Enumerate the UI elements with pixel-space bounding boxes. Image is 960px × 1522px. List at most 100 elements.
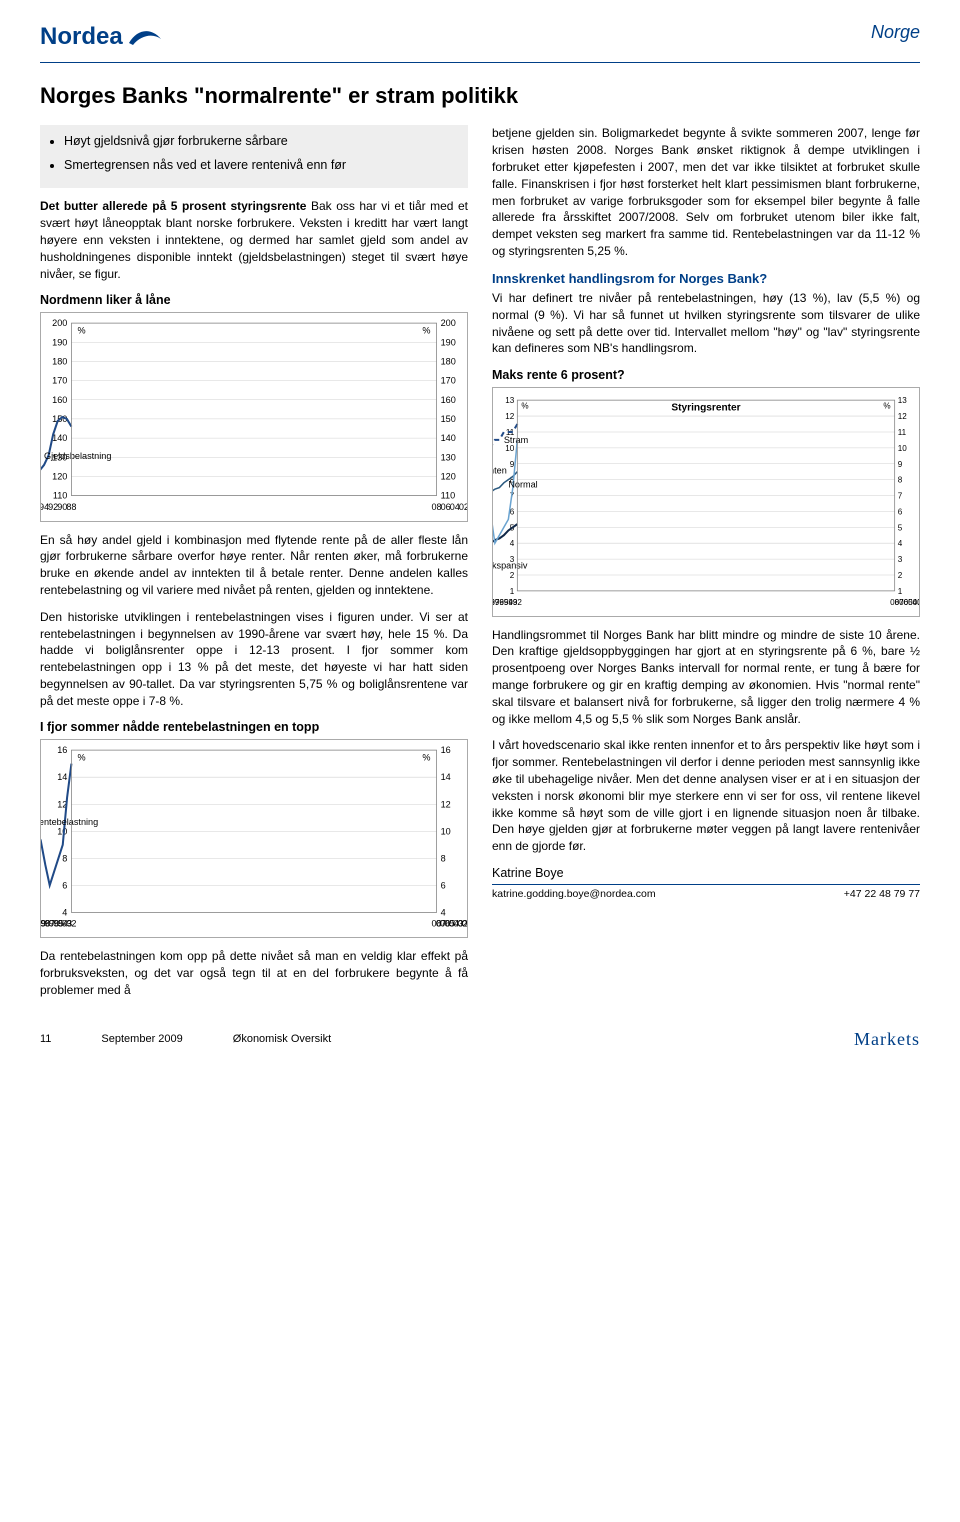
svg-text:%: % <box>422 752 430 762</box>
svg-text:Normal: Normal <box>508 479 537 489</box>
svg-text:12: 12 <box>441 799 451 809</box>
chart2-title: I fjor sommer nådde rentebelastningen en… <box>40 719 468 737</box>
svg-text:3: 3 <box>898 555 903 564</box>
svg-text:120: 120 <box>52 471 67 481</box>
svg-text:%: % <box>78 752 86 762</box>
svg-text:180: 180 <box>52 356 67 366</box>
svg-text:180: 180 <box>441 356 456 366</box>
page-header: Nordea Norge <box>40 20 920 54</box>
svg-text:13: 13 <box>898 396 908 405</box>
svg-text:2: 2 <box>898 571 903 580</box>
svg-text:14: 14 <box>57 772 67 782</box>
chart3-title: Maks rente 6 prosent? <box>492 367 920 385</box>
svg-text:04: 04 <box>450 502 460 512</box>
svg-text:06: 06 <box>441 502 451 512</box>
right-column: betjene gjelden sin. Boligmarkedet begyn… <box>492 125 920 998</box>
svg-text:11: 11 <box>898 428 907 437</box>
svg-text:170: 170 <box>52 376 67 386</box>
chart1-title: Nordmenn liker å låne <box>40 292 468 310</box>
paragraph: betjene gjelden sin. Boligmarkedet begyn… <box>492 125 920 259</box>
svg-text:13: 13 <box>505 396 515 405</box>
svg-text:6: 6 <box>898 507 903 516</box>
svg-text:10: 10 <box>57 826 67 836</box>
author-block: Katrine Boye katrine.godding.boye@nordea… <box>492 865 920 902</box>
svg-text:4: 4 <box>441 907 446 917</box>
author-contact-row: katrine.godding.boye@nordea.com +47 22 4… <box>492 884 920 902</box>
svg-text:200: 200 <box>441 318 456 328</box>
lead-paragraph: Det butter allerede på 5 prosent styring… <box>40 198 468 282</box>
svg-text:%: % <box>521 401 528 410</box>
brand-logo: Nordea <box>40 20 163 54</box>
svg-text:4: 4 <box>510 539 515 548</box>
chart1: 1101101201201301301401401501501601601701… <box>40 312 468 522</box>
author-phone: +47 22 48 79 77 <box>844 887 920 902</box>
svg-text:08: 08 <box>431 919 441 929</box>
chart3: 1122334455667788991010111112121313929394… <box>492 387 920 617</box>
svg-text:1: 1 <box>898 587 903 596</box>
svg-text:150: 150 <box>441 414 456 424</box>
footer-left: 11 September 2009 Økonomisk Oversikt <box>40 1032 331 1047</box>
swoosh-icon <box>127 25 163 49</box>
svg-text:2: 2 <box>510 571 515 580</box>
svg-text:10: 10 <box>441 826 451 836</box>
svg-text:Foliorenten: Foliorenten <box>493 465 507 475</box>
svg-text:4: 4 <box>898 539 903 548</box>
svg-text:140: 140 <box>52 433 67 443</box>
svg-text:Gjeldsbelastning: Gjeldsbelastning <box>44 451 111 461</box>
svg-text:9: 9 <box>898 459 903 468</box>
svg-text:Ekspansiv: Ekspansiv <box>493 560 528 570</box>
header-rule <box>40 62 920 63</box>
svg-text:8: 8 <box>62 853 67 863</box>
page-section-label: Norge <box>871 20 920 45</box>
page-number: 11 <box>40 1032 51 1047</box>
svg-text:12: 12 <box>505 412 515 421</box>
svg-text:%: % <box>883 401 890 410</box>
svg-text:Rentebelastning: Rentebelastning <box>41 817 98 827</box>
paragraph: Da rentebelastningen kom opp på dette ni… <box>40 948 468 998</box>
paragraph: I vårt hovedscenario skal ikke renten in… <box>492 737 920 855</box>
svg-text:7: 7 <box>898 491 903 500</box>
svg-text:190: 190 <box>52 337 67 347</box>
section-heading: Innskrenket handlingsrom for Norges Bank… <box>492 270 920 288</box>
svg-text:92: 92 <box>48 502 58 512</box>
author-name: Katrine Boye <box>492 865 920 883</box>
svg-text:1: 1 <box>510 587 515 596</box>
left-column: Høyt gjeldsnivå gjør forbrukerne sårbare… <box>40 125 468 998</box>
svg-text:14: 14 <box>441 772 451 782</box>
lead-phrase: Det butter allerede på 5 prosent styring… <box>40 199 306 213</box>
svg-text:16: 16 <box>441 745 451 755</box>
bullet-item: Høyt gjeldsnivå gjør forbrukerne sårbare <box>64 133 458 151</box>
svg-text:110: 110 <box>441 490 456 500</box>
two-column-layout: Høyt gjeldsnivå gjør forbrukerne sårbare… <box>40 125 920 998</box>
svg-text:02: 02 <box>459 502 467 512</box>
svg-text:88: 88 <box>66 502 76 512</box>
paragraph: En så høy andel gjeld i kombinasjon med … <box>40 532 468 599</box>
svg-text:08: 08 <box>890 598 900 607</box>
svg-text:120: 120 <box>441 471 456 481</box>
svg-text:10: 10 <box>898 444 908 453</box>
svg-text:4: 4 <box>62 907 67 917</box>
svg-text:90: 90 <box>57 502 67 512</box>
svg-text:10: 10 <box>505 444 515 453</box>
svg-text:94: 94 <box>41 502 49 512</box>
svg-text:140: 140 <box>441 433 456 443</box>
svg-text:190: 190 <box>441 337 456 347</box>
svg-text:5: 5 <box>898 523 903 532</box>
svg-text:6: 6 <box>441 880 446 890</box>
highlight-bullets: Høyt gjeldsnivå gjør forbrukerne sårbare… <box>40 125 468 188</box>
svg-text:160: 160 <box>52 395 67 405</box>
footer-date: September 2009 <box>101 1032 182 1047</box>
svg-text:Styringsrenter: Styringsrenter <box>671 402 740 413</box>
footer-doc: Økonomisk Oversikt <box>233 1032 331 1047</box>
brand-name: Nordea <box>40 20 123 54</box>
svg-text:16: 16 <box>57 745 67 755</box>
svg-text:110: 110 <box>53 490 68 500</box>
page-title: Norges Banks "normalrente" er stram poli… <box>40 81 920 112</box>
chart2: 4466881010121214141616929394959697989900… <box>40 739 468 939</box>
svg-text:12: 12 <box>898 412 908 421</box>
paragraph: Vi har definert tre nivåer på rentebelas… <box>492 290 920 357</box>
svg-text:%: % <box>78 325 86 335</box>
svg-text:160: 160 <box>441 395 456 405</box>
svg-text:8: 8 <box>898 475 903 484</box>
author-email: katrine.godding.boye@nordea.com <box>492 887 656 902</box>
